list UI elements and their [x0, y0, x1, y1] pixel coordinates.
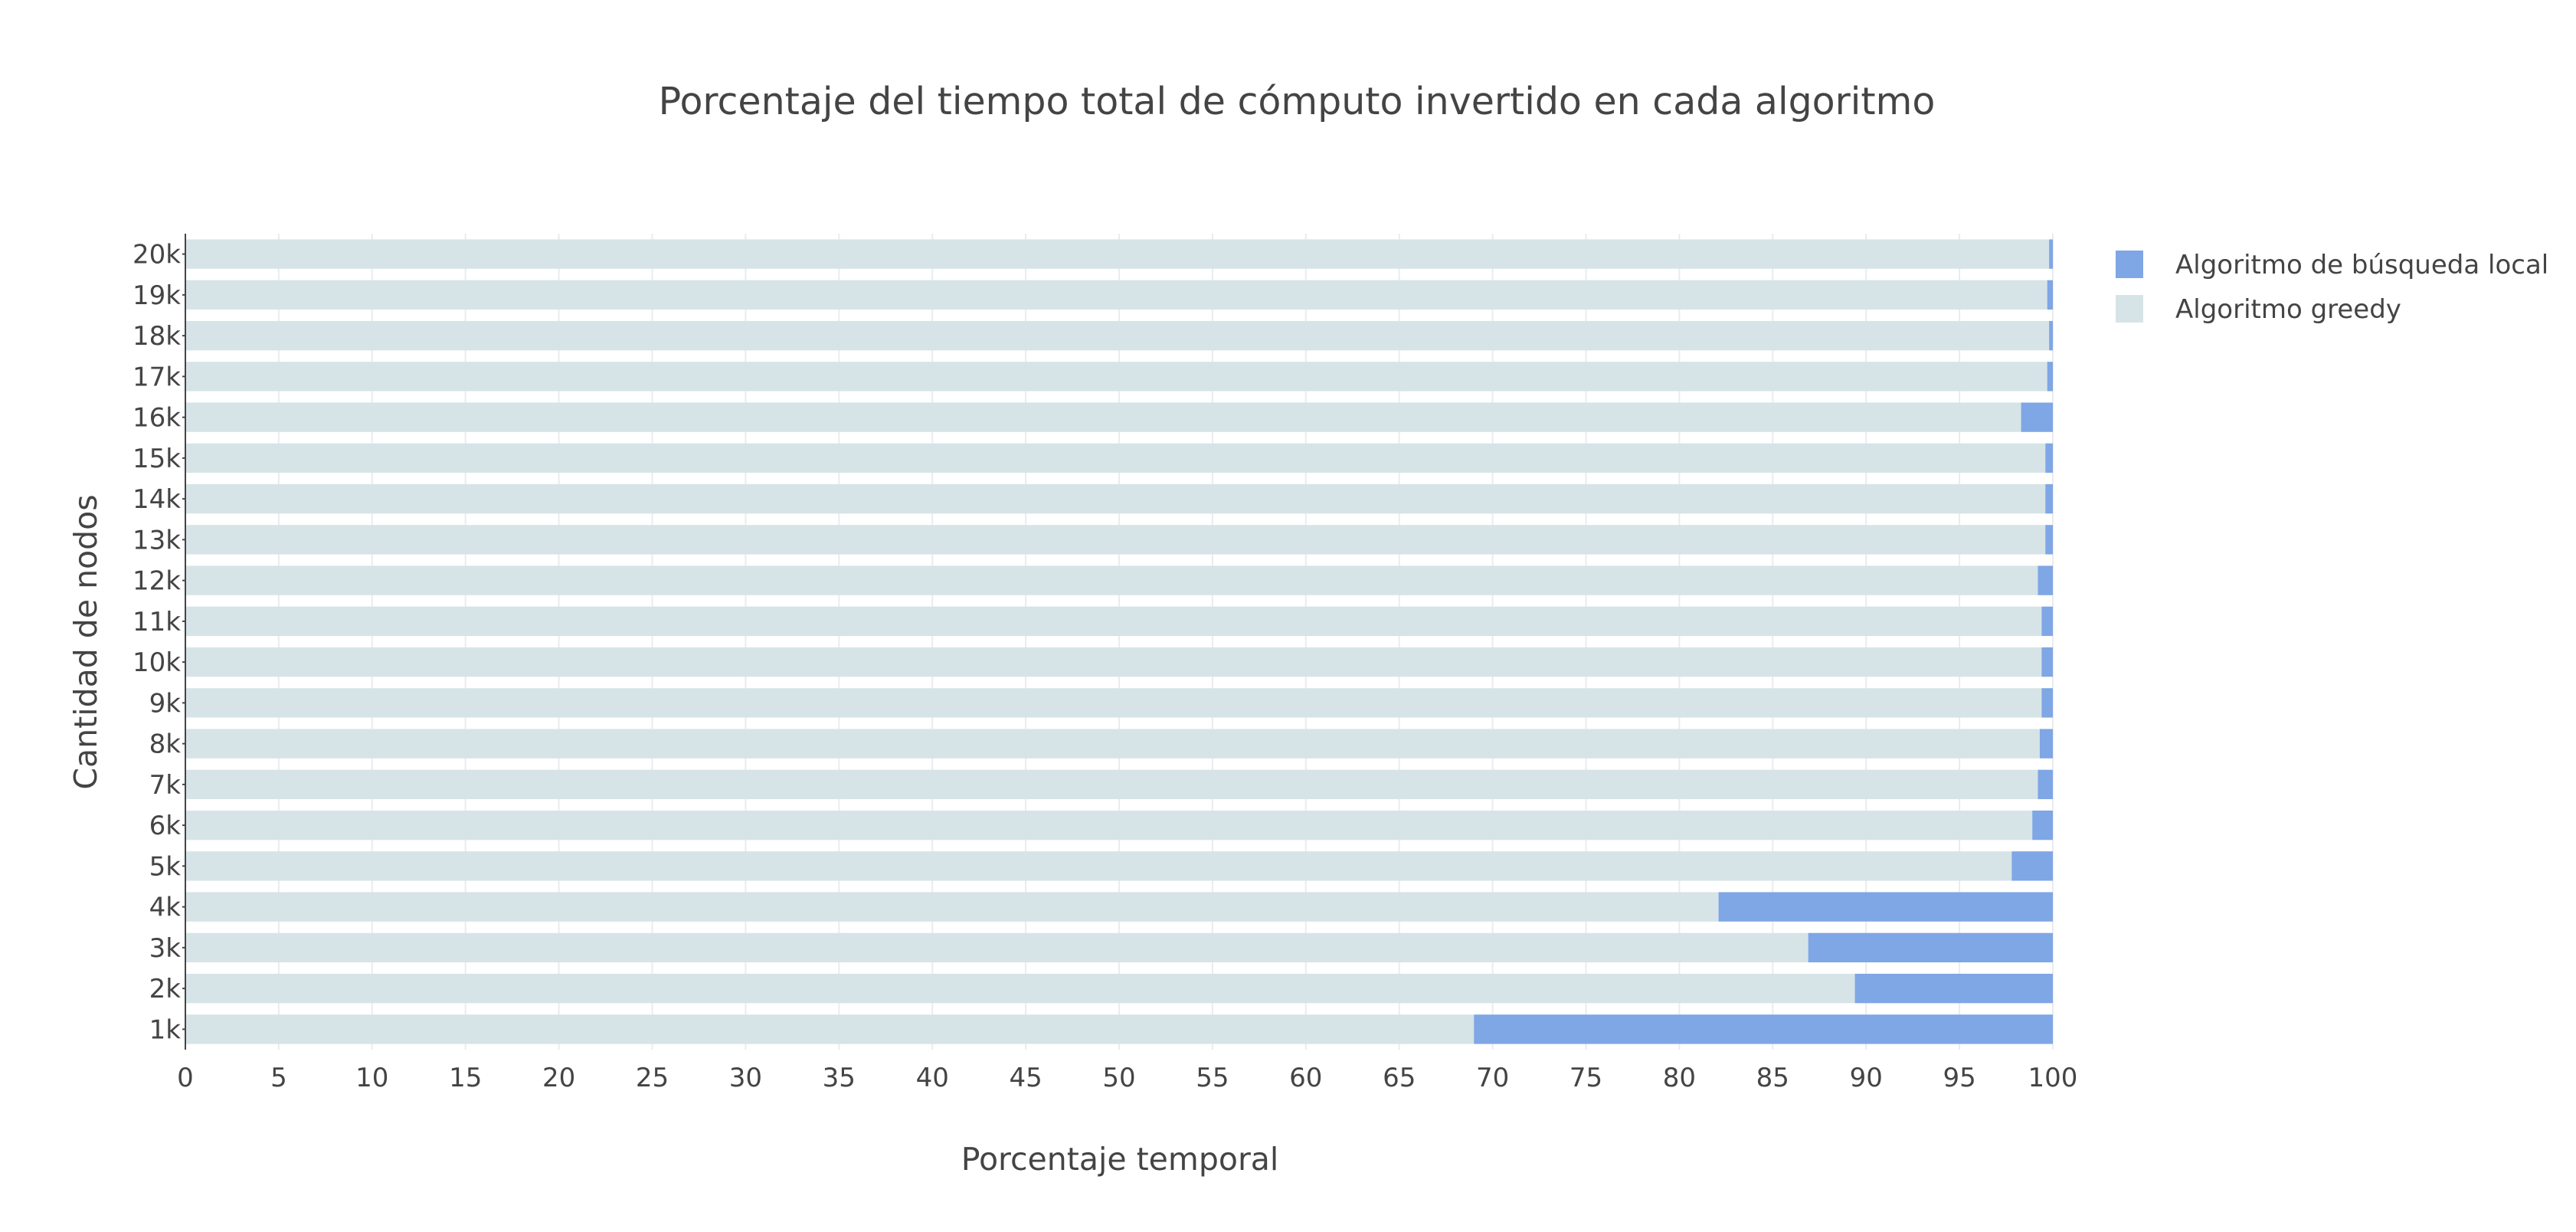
legend-swatch-local-search [2116, 251, 2143, 278]
bar-greedy-14k [185, 483, 2046, 514]
y-tick-label: 12k [133, 566, 181, 597]
bar-local-search-17k [2047, 362, 2053, 392]
legend: Algoritmo de búsqueda local Algoritmo gre… [2116, 250, 2548, 325]
y-tick-label: 20k [133, 240, 181, 270]
bar-greedy-10k [185, 647, 2042, 677]
bar-greedy-9k [185, 688, 2042, 718]
bar-greedy-11k [185, 606, 2042, 637]
bar-greedy-20k [185, 239, 2050, 269]
bar-local-search-18k [2049, 320, 2053, 351]
bar-local-search-12k [2038, 565, 2053, 595]
bar-greedy-18k [185, 320, 2050, 351]
x-tick-label: 100 [2028, 1063, 2078, 1093]
bar-local-search-7k [2038, 769, 2053, 800]
axes: 0 5 10 15 20 25 30 35 40 45 50 55 60 65 70 75 80 85 90 95 10… [133, 234, 2077, 1093]
bar-local-search-14k [2045, 483, 2053, 514]
y-tick-label: 15k [133, 444, 181, 474]
bar-greedy-19k [185, 280, 2047, 310]
bar-local-search-10k [2041, 647, 2053, 677]
y-tick-label: 5k [149, 851, 182, 882]
bar-greedy-13k [185, 525, 2046, 555]
y-axis-title: Cantidad de nodos [67, 494, 104, 789]
x-tick-label: 70 [1476, 1063, 1509, 1093]
x-tick-label: 10 [355, 1063, 388, 1093]
x-tick-label: 65 [1383, 1063, 1416, 1093]
x-tick-label: 45 [1009, 1063, 1042, 1093]
legend-label-greedy: Algoritmo greedy [2175, 294, 2401, 325]
bar-greedy-2k [185, 973, 1855, 1004]
y-tick-label: 4k [149, 893, 182, 923]
bar-greedy-12k [185, 565, 2038, 595]
bar-greedy-15k [185, 443, 2046, 473]
x-tick-label: 20 [542, 1063, 575, 1093]
bar-local-search-20k [2049, 239, 2053, 269]
bar-local-search-9k [2041, 688, 2053, 718]
bar-local-search-4k [1718, 892, 2053, 922]
bar-local-search-5k [2011, 851, 2053, 881]
x-tick-label: 40 [916, 1063, 949, 1093]
bar-local-search-8k [2039, 729, 2053, 759]
x-tick-label: 95 [1943, 1063, 1975, 1093]
y-tick-label: 6k [149, 811, 182, 841]
chart-title: Porcentaje del tiempo total de cómputo i… [659, 80, 1936, 123]
x-tick-label: 90 [1850, 1063, 1883, 1093]
bar-local-search-15k [2045, 443, 2053, 473]
bar-local-search-2k [1854, 973, 2053, 1004]
x-tick-label: 30 [729, 1063, 762, 1093]
bar-local-search-13k [2045, 525, 2053, 555]
x-tick-label: 50 [1102, 1063, 1135, 1093]
y-tick-label: 7k [149, 770, 182, 801]
x-tick-label: 60 [1289, 1063, 1322, 1093]
bar-greedy-7k [185, 769, 2038, 800]
y-tick-label: 10k [133, 647, 181, 678]
x-tick-label: 0 [177, 1063, 194, 1093]
bar-greedy-8k [185, 729, 2040, 759]
x-tick-label: 15 [449, 1063, 482, 1093]
y-tick-label: 9k [149, 688, 182, 719]
x-axis-title: Porcentaje temporal [961, 1141, 1279, 1178]
x-tick-label: 85 [1756, 1063, 1789, 1093]
y-tick-label: 2k [149, 974, 182, 1004]
legend-swatch-greedy [2116, 295, 2143, 323]
bar-greedy-5k [185, 851, 2012, 881]
y-tick-label: 8k [149, 729, 182, 760]
bar-greedy-4k [185, 892, 1719, 922]
bar-local-search-3k [1808, 932, 2053, 963]
legend-label-local-search: Algoritmo de búsqueda local [2175, 250, 2548, 280]
bar-local-search-6k [2032, 810, 2053, 840]
y-tick-label: 18k [133, 321, 181, 352]
y-tick-label: 1k [149, 1014, 182, 1045]
y-tick-label: 14k [133, 484, 181, 515]
x-tick-label: 80 [1663, 1063, 1696, 1093]
grid-lines [277, 234, 2054, 1050]
y-tick-label: 11k [133, 607, 181, 637]
bars [185, 239, 2053, 1044]
bar-greedy-16k [185, 402, 2021, 432]
bar-greedy-3k [185, 932, 1808, 963]
y-tick-label: 16k [133, 403, 181, 434]
y-tick-label: 13k [133, 525, 181, 555]
x-tick-label: 25 [636, 1063, 669, 1093]
y-tick-label: 19k [133, 280, 181, 311]
y-tick-label: 3k [149, 933, 182, 964]
bar-local-search-19k [2047, 280, 2053, 310]
x-tick-label: 75 [1569, 1063, 1602, 1093]
x-tick-label: 5 [270, 1063, 287, 1093]
x-tick-label: 55 [1196, 1063, 1229, 1093]
x-tick-label: 35 [823, 1063, 856, 1093]
bar-greedy-17k [185, 362, 2047, 392]
bar-local-search-11k [2041, 606, 2053, 637]
y-tick-label: 17k [133, 362, 181, 392]
bar-greedy-6k [185, 810, 2033, 840]
bar-greedy-1k [185, 1014, 1475, 1044]
bar-local-search-16k [2021, 402, 2053, 432]
bar-local-search-1k [1474, 1014, 2053, 1044]
